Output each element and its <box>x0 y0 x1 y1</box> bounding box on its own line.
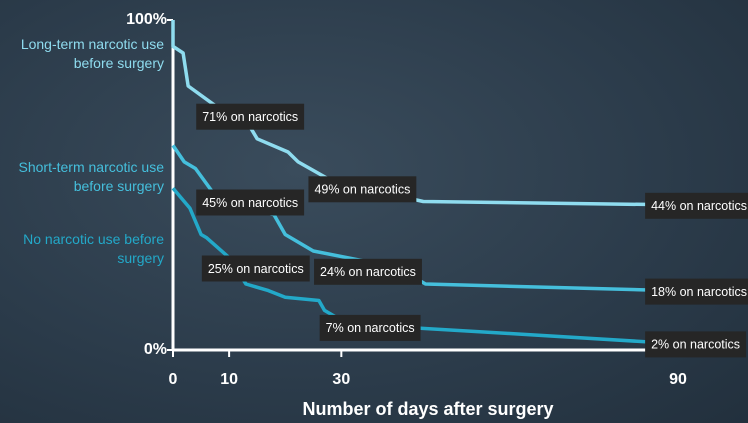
annotation-box <box>645 192 748 219</box>
annotation-box <box>196 103 305 130</box>
annotation: 45% on narcotics <box>196 189 305 216</box>
annotation: 7% on narcotics <box>319 314 421 341</box>
annotation-box <box>201 255 310 282</box>
annotation: 18% on narcotics <box>645 278 748 305</box>
annotation-label: 2% on narcotics <box>651 338 740 352</box>
annotation-box <box>196 189 305 216</box>
x-tick-label: 0 <box>169 371 178 388</box>
annotation-box <box>308 176 417 203</box>
legend-label: Short-term narcotic use before surgery <box>18 159 165 194</box>
y-tick-label: 0% <box>144 341 167 358</box>
annotation-box <box>314 258 422 285</box>
annotation-box <box>645 331 747 358</box>
annotation-label: 45% on narcotics <box>202 196 298 210</box>
annotation-label: 25% on narcotics <box>208 262 304 276</box>
annotation-box <box>319 314 421 341</box>
y-tick-label: 100% <box>126 11 167 28</box>
x-axis-label: Number of days after surgery <box>302 399 553 419</box>
annotation-label: 44% on narcotics <box>651 199 747 213</box>
annotation-box <box>645 278 748 305</box>
annotation: 49% on narcotics <box>308 176 417 203</box>
annotation: 71% on narcotics <box>196 103 305 130</box>
annotation-label: 24% on narcotics <box>320 265 416 279</box>
annotation-label: 49% on narcotics <box>314 183 410 197</box>
legend-label: Long-term narcotic use before surgery <box>20 36 164 71</box>
annotation: 25% on narcotics <box>201 255 310 282</box>
x-tick-label: 10 <box>220 371 238 388</box>
annotation: 2% on narcotics <box>645 331 747 358</box>
annotation-label: 7% on narcotics <box>326 321 415 335</box>
x-tick-label: 30 <box>332 371 350 388</box>
annotation-label: 18% on narcotics <box>651 285 747 299</box>
x-tick-label: 90 <box>669 371 687 388</box>
annotation-label: 71% on narcotics <box>202 110 298 124</box>
annotation: 24% on narcotics <box>314 258 422 285</box>
legend-label: No narcotic use before surgery <box>23 231 164 266</box>
annotation: 44% on narcotics <box>645 192 748 219</box>
